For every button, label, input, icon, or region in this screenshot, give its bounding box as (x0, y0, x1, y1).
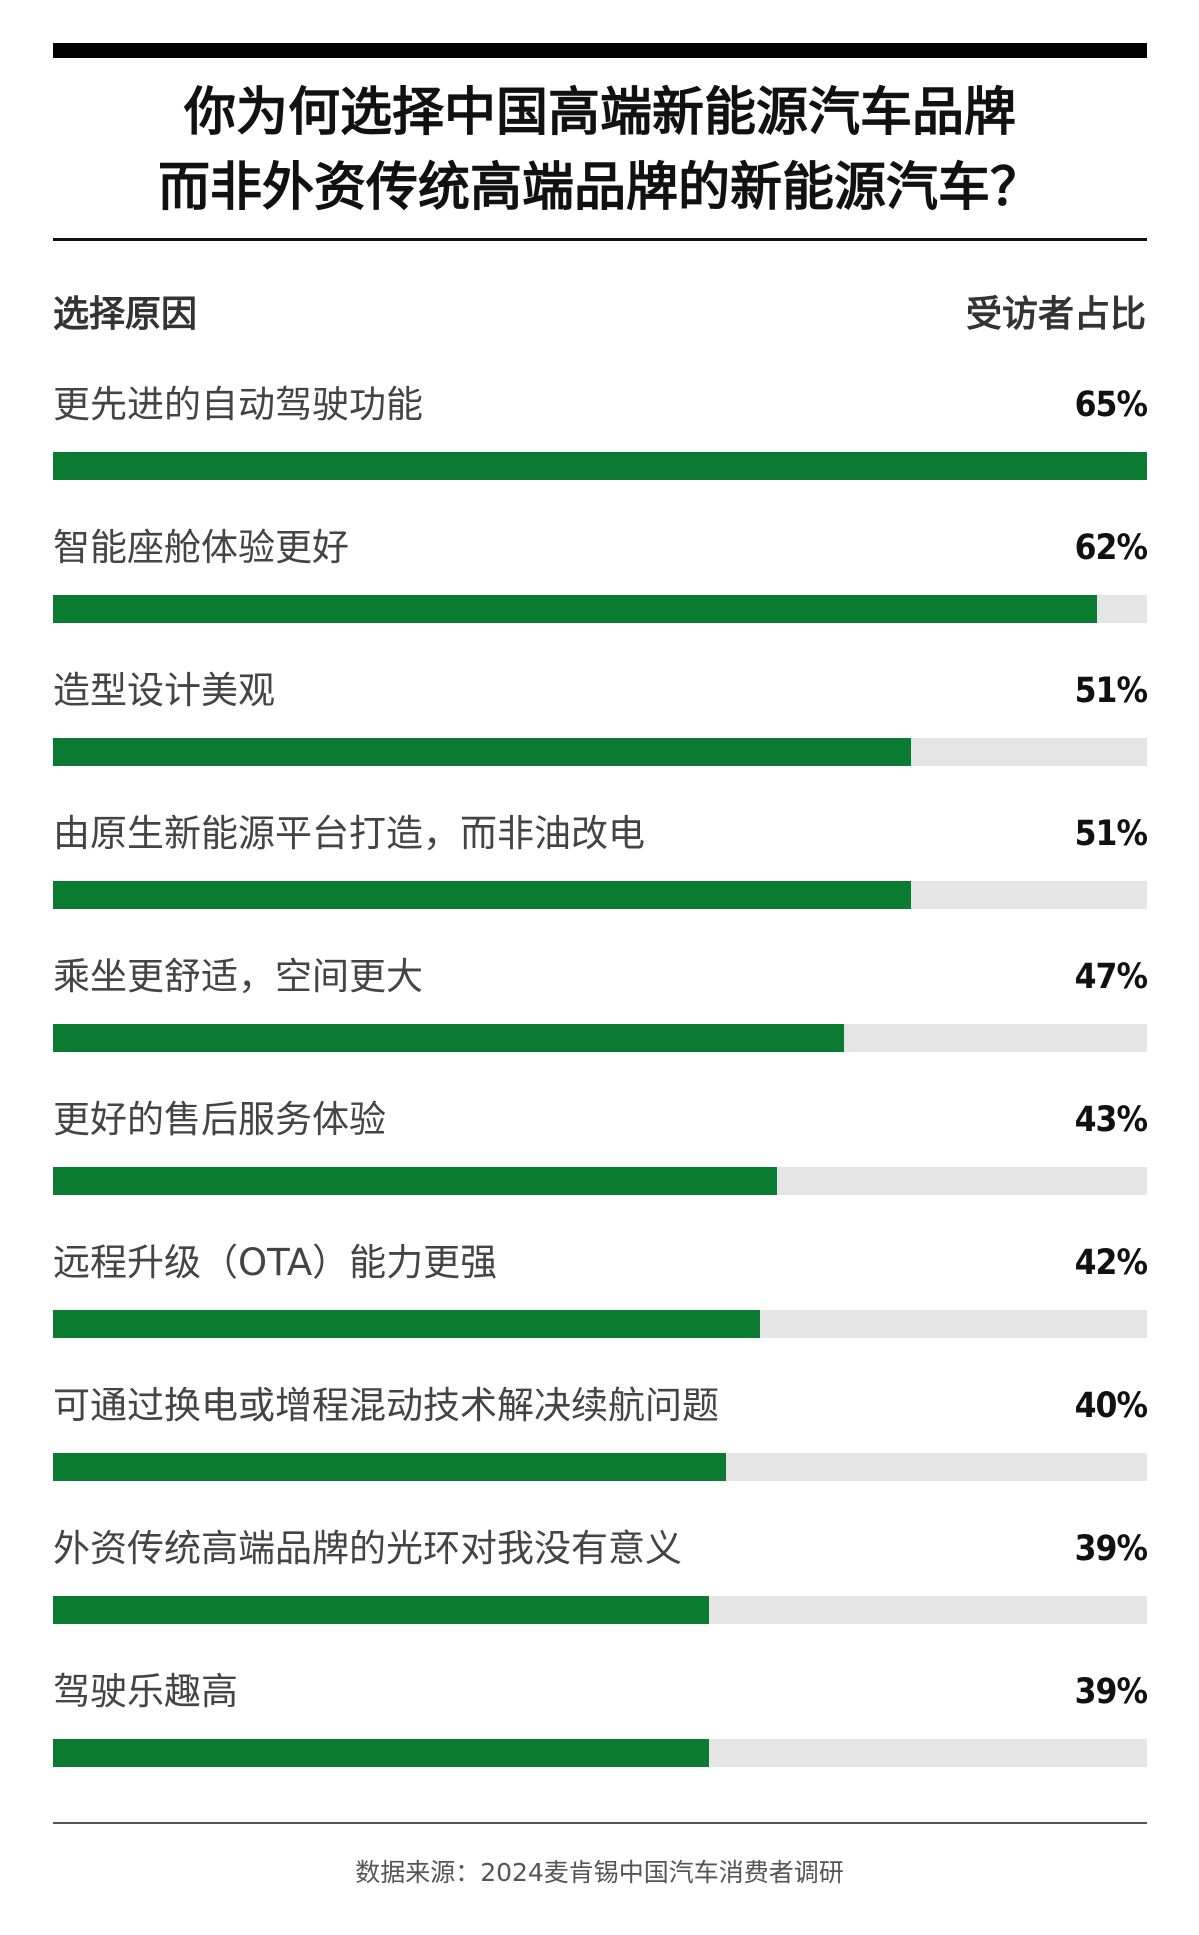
bottom-rule (53, 1822, 1147, 1824)
bar (53, 738, 911, 766)
bar-track (53, 595, 1147, 623)
value-label: 51% (1074, 814, 1148, 854)
category-label: 更先进的自动驾驶功能 (53, 383, 423, 426)
bar-track (53, 1167, 1147, 1195)
bar (53, 1310, 760, 1338)
bar-row: 由原生新能源平台打造，而非油改电 51% (53, 809, 1148, 952)
category-label: 外资传统高端品牌的光环对我没有意义 (53, 1527, 682, 1570)
category-label: 乘坐更舒适，空间更大 (53, 955, 423, 998)
category-label: 远程升级（OTA）能力更强 (53, 1241, 498, 1284)
value-label: 62% (1074, 528, 1148, 568)
value-label: 39% (1074, 1529, 1148, 1569)
value-label: 42% (1074, 1243, 1148, 1283)
top-rule (53, 43, 1147, 58)
bar (53, 1167, 777, 1195)
bar (53, 1453, 726, 1481)
value-label: 65% (1074, 385, 1148, 425)
value-label: 39% (1074, 1672, 1148, 1712)
bar (53, 1596, 709, 1624)
bar-track (53, 738, 1147, 766)
bar-track (53, 1596, 1147, 1624)
bar-track (53, 1310, 1147, 1338)
bar-row: 乘坐更舒适，空间更大 47% (53, 952, 1148, 1095)
bar-row: 智能座舱体验更好 62% (53, 523, 1148, 666)
bar-row: 驾驶乐趣高 39% (53, 1667, 1148, 1810)
bar (53, 1024, 844, 1052)
category-label: 可通过换电或增程混动技术解决续航问题 (53, 1384, 719, 1427)
category-label: 驾驶乐趣高 (53, 1670, 238, 1713)
bar-track (53, 1024, 1147, 1052)
bar-row: 远程升级（OTA）能力更强 42% (53, 1238, 1148, 1381)
title-rule (53, 238, 1147, 241)
title-line-1: 你为何选择中国高端新能源汽车品牌 (183, 83, 1016, 143)
bar-rows: 更先进的自动驾驶功能 65% 智能座舱体验更好 62% 造型设计美观 51% 由原生新能源平… (53, 380, 1148, 1810)
bar (53, 452, 1147, 480)
bar (53, 1739, 709, 1767)
bar-track (53, 1739, 1147, 1767)
bar-track (53, 452, 1147, 480)
bar-row: 更好的售后服务体验 43% (53, 1095, 1148, 1238)
title-line-2: 而非外资传统高端品牌的新能源汽车？ (157, 158, 1042, 218)
bar-track (53, 1453, 1147, 1481)
column-header-reason: 选择原因 (53, 294, 198, 335)
bar (53, 881, 911, 909)
source-note: 数据来源：2024麦肯锡中国汽车消费者调研 (355, 1858, 844, 1887)
category-label: 更好的售后服务体验 (53, 1098, 386, 1141)
chart-title: 你为何选择中国高端新能源汽车品牌 而非外资传统高端品牌的新能源汽车？ (53, 76, 1147, 226)
bar-track (53, 881, 1147, 909)
value-label: 40% (1074, 1386, 1148, 1426)
value-label: 51% (1074, 671, 1148, 711)
category-label: 造型设计美观 (53, 669, 275, 712)
column-header-share: 受访者占比 (965, 294, 1146, 335)
value-label: 43% (1074, 1100, 1148, 1140)
value-label: 47% (1074, 957, 1148, 997)
bar (53, 595, 1097, 623)
bar-row: 造型设计美观 51% (53, 666, 1148, 809)
bar-row: 更先进的自动驾驶功能 65% (53, 380, 1148, 523)
category-label: 智能座舱体验更好 (53, 526, 349, 569)
category-label: 由原生新能源平台打造，而非油改电 (53, 812, 645, 855)
bar-row: 可通过换电或增程混动技术解决续航问题 40% (53, 1381, 1148, 1524)
bar-row: 外资传统高端品牌的光环对我没有意义 39% (53, 1524, 1148, 1667)
